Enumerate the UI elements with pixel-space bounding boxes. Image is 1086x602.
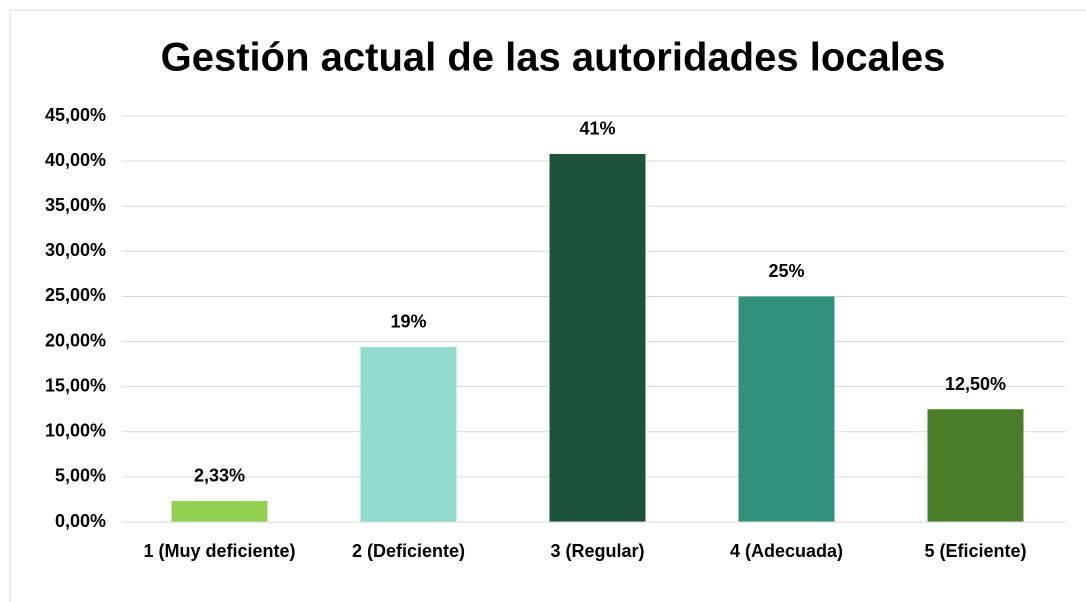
y-tick-label: 25,00% (45, 285, 106, 305)
y-tick-label: 35,00% (45, 195, 106, 215)
y-tick-label: 15,00% (45, 375, 106, 395)
bar (738, 296, 835, 522)
y-tick-label: 30,00% (45, 240, 106, 260)
y-tick-label: 45,00% (45, 105, 106, 125)
bar (927, 409, 1024, 522)
y-tick-label: 0,00% (55, 511, 106, 531)
x-tick-label: 3 (Regular) (550, 541, 645, 561)
bar (360, 346, 457, 522)
data-label: 41% (579, 119, 615, 139)
y-tick-label: 40,00% (45, 150, 106, 170)
bar (171, 500, 268, 522)
data-label: 19% (390, 312, 426, 332)
bar (549, 153, 646, 523)
data-label: 2,33% (194, 466, 245, 486)
x-tick-label: 5 (Eficiente) (924, 541, 1027, 561)
chart-frame (9, 9, 1086, 602)
x-tick-label: 2 (Deficiente) (351, 541, 466, 561)
data-label: 25% (768, 261, 804, 281)
y-tick-label: 10,00% (45, 421, 106, 441)
x-tick-label: 1 (Muy deficiente) (143, 541, 296, 561)
chart-title: Gestión actual de las autoridades locale… (161, 36, 946, 80)
y-tick-label: 20,00% (45, 330, 106, 350)
x-tick-label: 4 (Adecuada) (729, 541, 844, 561)
y-tick-label: 5,00% (55, 466, 106, 486)
data-label: 12,50% (945, 374, 1006, 394)
